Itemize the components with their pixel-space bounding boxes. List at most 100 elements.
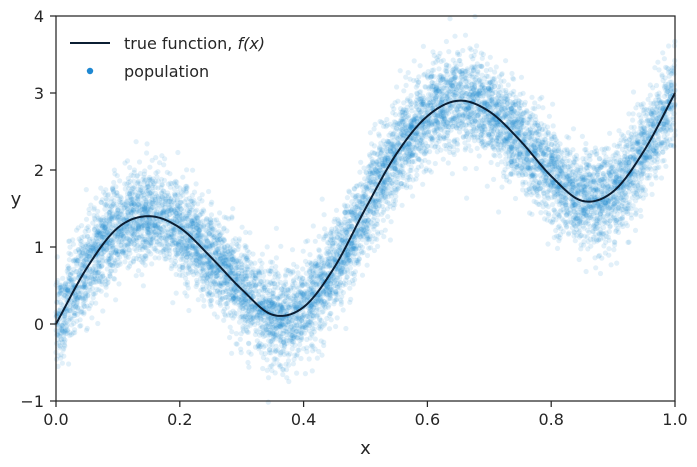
population-point [562, 196, 569, 202]
population-point [390, 181, 396, 188]
population-point [245, 359, 251, 366]
population-point [567, 181, 573, 187]
population-point [310, 223, 316, 229]
population-point [273, 264, 279, 270]
population-point [509, 148, 515, 154]
population-point [229, 288, 235, 294]
population-point [206, 188, 212, 195]
population-point [423, 166, 429, 172]
population-point [487, 54, 493, 60]
population-point [501, 170, 507, 176]
population-point [326, 326, 333, 332]
population-point [538, 150, 544, 156]
population-point [591, 164, 597, 170]
population-point [594, 164, 600, 170]
population-point [435, 87, 441, 93]
population-point [627, 141, 633, 147]
population-point [386, 176, 392, 182]
population-point [300, 266, 306, 272]
population-point [331, 257, 337, 263]
population-point [309, 368, 315, 374]
population-point [638, 213, 644, 219]
population-point [166, 254, 172, 260]
population-point [115, 214, 121, 220]
population-point [300, 248, 306, 254]
population-point [512, 116, 519, 122]
population-point [664, 92, 670, 98]
population-point [221, 317, 227, 323]
population-point [566, 135, 572, 141]
population-point [515, 117, 521, 123]
population-point [594, 215, 600, 222]
population-point [413, 167, 420, 173]
population-point [570, 181, 576, 187]
population-point [468, 53, 474, 59]
population-point [198, 227, 204, 233]
population-point [229, 350, 235, 356]
population-point [426, 159, 432, 165]
population-point [185, 251, 191, 257]
population-point [503, 90, 509, 96]
population-point [441, 115, 447, 121]
population-point [369, 141, 375, 147]
population-point [496, 209, 502, 215]
population-point [644, 154, 650, 160]
population-point [246, 341, 252, 347]
population-point [331, 219, 337, 225]
population-point [69, 316, 75, 322]
population-point [284, 329, 290, 335]
population-point [608, 262, 614, 268]
population-point [488, 79, 494, 85]
population-point [357, 169, 363, 175]
population-point [175, 149, 181, 156]
population-point [262, 287, 268, 293]
population-point [433, 113, 439, 119]
population-point [665, 86, 671, 92]
population-point [477, 87, 483, 93]
population-point [244, 248, 250, 254]
population-point [484, 183, 490, 189]
population-point [474, 88, 480, 94]
population-point [417, 63, 423, 69]
population-point [638, 188, 645, 194]
population-point [471, 120, 477, 126]
population-point [473, 165, 479, 172]
population-point [180, 174, 186, 180]
population-point [246, 364, 252, 370]
population-point [87, 248, 94, 255]
population-point [522, 136, 528, 143]
population-point [374, 236, 380, 242]
population-point [651, 137, 657, 143]
population-point [279, 305, 285, 311]
population-point [333, 323, 339, 330]
population-point [313, 258, 319, 264]
population-point [372, 121, 378, 127]
population-point [328, 310, 334, 316]
population-point [246, 340, 252, 346]
population-point [446, 92, 452, 98]
population-point [464, 106, 471, 112]
population-point [127, 164, 133, 171]
population-point [169, 232, 175, 238]
population-point [611, 247, 617, 253]
population-point [294, 264, 300, 270]
population-point [502, 142, 508, 148]
population-point [312, 336, 318, 342]
population-point [135, 197, 141, 204]
population-point [272, 318, 279, 324]
population-point [597, 227, 603, 233]
population-point [519, 122, 525, 128]
population-point [64, 268, 70, 274]
population-point [375, 191, 381, 197]
population-point [274, 348, 280, 354]
population-point [586, 162, 593, 168]
population-point [606, 246, 612, 252]
population-point [530, 172, 536, 178]
population-point [75, 225, 81, 231]
population-point [257, 326, 263, 332]
population-point [67, 330, 73, 336]
population-point [333, 207, 340, 213]
population-point [658, 175, 665, 181]
population-point [556, 165, 563, 171]
population-point [447, 16, 453, 22]
